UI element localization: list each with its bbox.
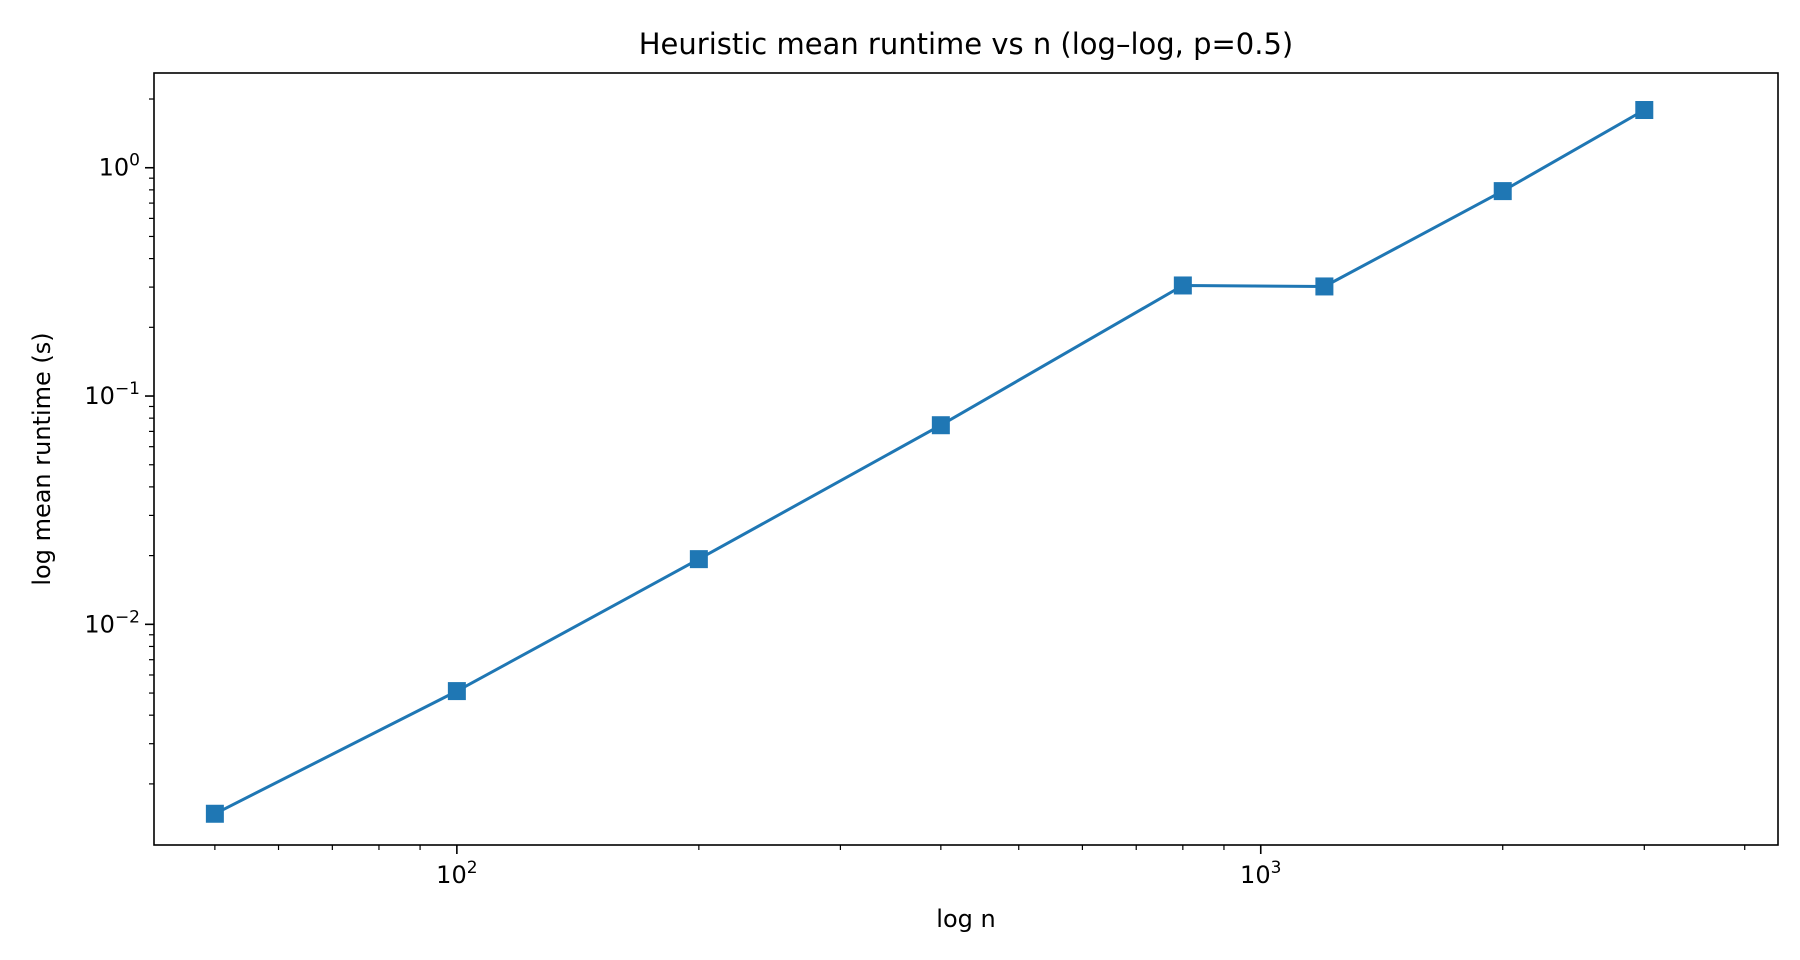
- y-tick-label: 10−2: [84, 607, 140, 638]
- x-tick-label: 102: [436, 858, 477, 889]
- data-point-marker: [689, 550, 708, 569]
- y-axis-label: log mean runtime (s): [28, 332, 56, 585]
- data-point-marker: [1315, 277, 1334, 296]
- data-point-marker: [1493, 182, 1512, 201]
- x-axis-label: log n: [936, 905, 995, 933]
- y-tick-label: 10−1: [84, 379, 140, 410]
- chart-title: Heuristic mean runtime vs n (log–log, p=…: [639, 27, 1293, 61]
- series-line: [214, 108, 1646, 816]
- data-point-marker: [1635, 101, 1654, 120]
- data-point-marker: [931, 416, 950, 435]
- y-tick-label: 100: [99, 151, 140, 182]
- data-point-marker: [1173, 276, 1192, 295]
- data-point-marker: [205, 804, 224, 823]
- x-tick-label: 103: [1240, 858, 1281, 889]
- data-point-marker: [447, 682, 466, 701]
- plot-frame: [153, 72, 1779, 846]
